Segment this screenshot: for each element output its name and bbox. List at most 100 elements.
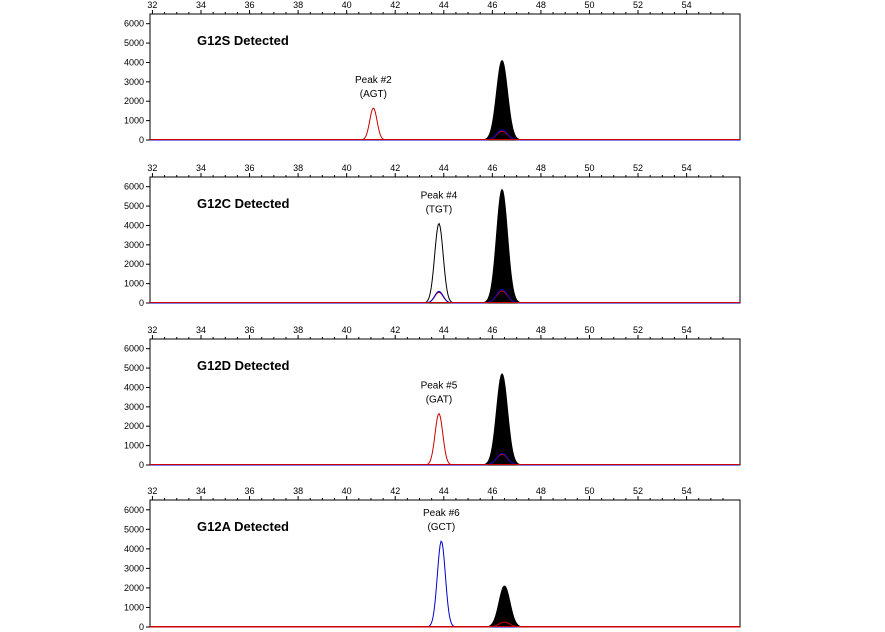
x-tick-label: 46 (487, 325, 497, 335)
peak-annotation-codon: (TGT) (426, 205, 453, 216)
y-tick-label: 4000 (124, 382, 144, 392)
y-tick-label: 4000 (124, 544, 144, 554)
y-tick-label: 3000 (124, 77, 144, 87)
x-tick-label: 32 (147, 486, 157, 496)
x-tick-label: 46 (487, 486, 497, 496)
y-tick-label: 6000 (124, 182, 144, 192)
x-tick-label: 44 (439, 325, 449, 335)
peak-annotation-codon: (GCT) (427, 522, 455, 533)
x-tick-label: 50 (584, 0, 594, 10)
x-tick-label: 44 (439, 163, 449, 173)
y-tick-label: 1000 (124, 602, 144, 612)
y-tick-label: 1000 (124, 441, 144, 451)
series-filled-peak (150, 585, 740, 628)
chart-panel-3: 32 34 36 38 40 42 44 46 48 50 52 54 0 1000 2000 3000 400… (124, 325, 741, 470)
x-tick-label: 44 (439, 486, 449, 496)
y-tick-label: 5000 (124, 38, 144, 48)
series-filled-peak (150, 59, 740, 141)
peak-annotation-codon: (AGT) (360, 89, 387, 100)
y-tick-label: 5000 (124, 363, 144, 373)
x-tick-label: 38 (293, 486, 303, 496)
y-tick-label: 3000 (124, 563, 144, 573)
panel-title: G12D Detected (197, 358, 290, 373)
y-tick-label: 3000 (124, 402, 144, 412)
x-tick-label: 34 (196, 325, 206, 335)
peak-annotation-label: Peak #4 (421, 191, 458, 202)
y-tick-label: 0 (139, 135, 144, 145)
x-tick-label: 48 (536, 325, 546, 335)
x-tick-label: 34 (196, 486, 206, 496)
x-tick-label: 54 (682, 486, 692, 496)
x-tick-label: 46 (487, 0, 497, 10)
x-tick-label: 34 (196, 0, 206, 10)
x-tick-label: 38 (293, 163, 303, 173)
series-trace-line (150, 222, 740, 304)
x-tick-label: 42 (390, 0, 400, 10)
y-tick-label: 4000 (124, 57, 144, 67)
peak-annotation-label: Peak #6 (423, 508, 460, 519)
y-tick-label: 1000 (124, 116, 144, 126)
series-trace-line (150, 452, 740, 466)
x-tick-label: 40 (342, 325, 352, 335)
series-trace-line (150, 107, 740, 141)
x-tick-label: 36 (245, 486, 255, 496)
chart-panel-2: 32 34 36 38 40 42 44 46 48 50 52 54 0 1000 2000 3000 400… (124, 163, 741, 308)
series-trace-line (150, 540, 740, 628)
x-tick-label: 32 (147, 0, 157, 10)
x-tick-label: 40 (342, 163, 352, 173)
peak-annotation-codon: (GAT) (426, 395, 452, 406)
peak-annotation-label: Peak #5 (421, 381, 458, 392)
y-tick-label: 1000 (124, 279, 144, 289)
y-tick-label: 2000 (124, 583, 144, 593)
x-tick-label: 52 (633, 163, 643, 173)
x-tick-label: 52 (633, 325, 643, 335)
x-tick-label: 36 (245, 163, 255, 173)
x-tick-label: 54 (682, 0, 692, 10)
y-tick-label: 0 (139, 298, 144, 308)
x-tick-label: 40 (342, 486, 352, 496)
series-trace-line (150, 129, 740, 141)
y-tick-label: 2000 (124, 259, 144, 269)
x-tick-label: 52 (633, 0, 643, 10)
y-tick-label: 0 (139, 460, 144, 470)
series-trace-line (150, 288, 740, 304)
x-tick-label: 34 (196, 163, 206, 173)
y-tick-label: 4000 (124, 220, 144, 230)
panel-title: G12S Detected (197, 33, 289, 48)
x-tick-label: 32 (147, 163, 157, 173)
y-tick-label: 0 (139, 622, 144, 632)
x-tick-label: 36 (245, 0, 255, 10)
x-tick-label: 42 (390, 163, 400, 173)
x-tick-label: 48 (536, 486, 546, 496)
x-tick-label: 40 (342, 0, 352, 10)
x-tick-label: 50 (584, 325, 594, 335)
y-tick-label: 2000 (124, 96, 144, 106)
x-tick-label: 42 (390, 486, 400, 496)
panel-title: G12A Detected (197, 519, 289, 534)
chart-panel-1: 32 34 36 38 40 42 44 46 48 50 52 54 0 1000 2000 3000 400… (124, 0, 741, 145)
series-trace-line (150, 290, 740, 304)
y-tick-label: 6000 (124, 344, 144, 354)
x-tick-label: 50 (584, 486, 594, 496)
y-tick-label: 5000 (124, 201, 144, 211)
x-tick-label: 48 (536, 163, 546, 173)
y-tick-label: 5000 (124, 524, 144, 534)
x-tick-label: 42 (390, 325, 400, 335)
x-tick-label: 52 (633, 486, 643, 496)
x-tick-label: 48 (536, 0, 546, 10)
y-tick-label: 6000 (124, 505, 144, 515)
series-trace-line (150, 412, 740, 466)
x-tick-label: 50 (584, 163, 594, 173)
x-tick-label: 38 (293, 0, 303, 10)
panel-title: G12C Detected (197, 196, 290, 211)
chart-panel-4: 32 34 36 38 40 42 44 46 48 50 52 54 0 1000 2000 3000 400… (124, 486, 741, 632)
x-tick-label: 38 (293, 325, 303, 335)
y-tick-label: 3000 (124, 240, 144, 250)
y-tick-label: 2000 (124, 421, 144, 431)
x-tick-label: 54 (682, 325, 692, 335)
x-tick-label: 46 (487, 163, 497, 173)
x-tick-label: 32 (147, 325, 157, 335)
x-tick-label: 54 (682, 163, 692, 173)
x-tick-label: 44 (439, 0, 449, 10)
